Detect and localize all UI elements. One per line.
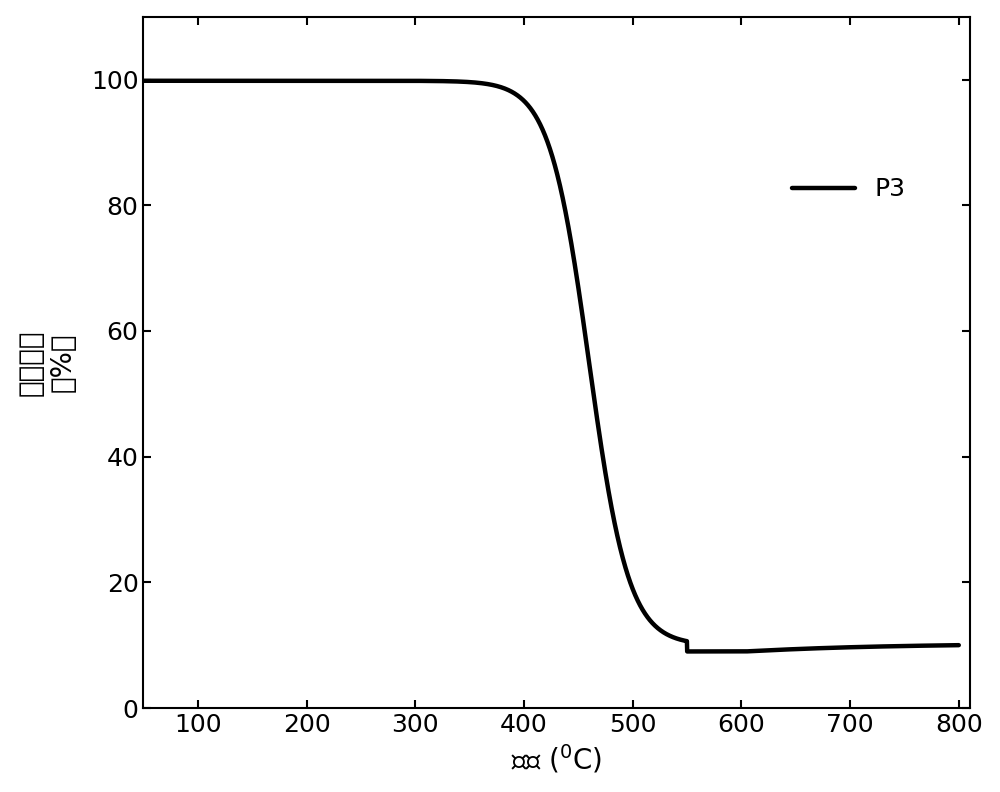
P3	[279, 76, 291, 86]
Legend: P3: P3	[782, 167, 916, 211]
P3	[937, 641, 949, 650]
P3	[849, 642, 861, 652]
Line: P3: P3	[143, 81, 959, 652]
P3	[137, 76, 149, 86]
Y-axis label: 质量损失
（%）: 质量损失 （%）	[17, 329, 77, 395]
P3	[450, 77, 462, 86]
X-axis label: 温度 ($^0$C): 温度 ($^0$C)	[511, 742, 602, 775]
P3	[485, 80, 497, 89]
P3	[230, 76, 242, 86]
P3	[953, 641, 965, 650]
P3	[681, 647, 693, 657]
